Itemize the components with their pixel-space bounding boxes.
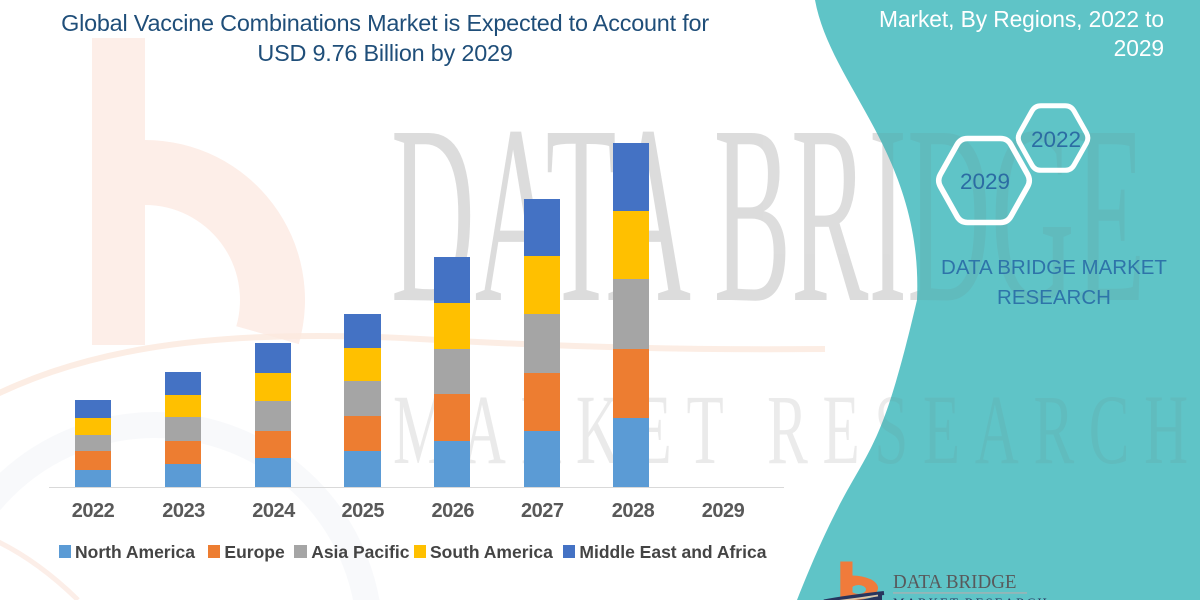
svg-text:MARKET RESEARCH: MARKET RESEARCH xyxy=(393,374,1200,485)
svg-text:DATA BRIDGE: DATA BRIDGE xyxy=(893,572,1017,594)
svg-text:DATA BRIDGE: DATA BRIDGE xyxy=(391,72,1145,355)
svg-text:DATA BRIDGE: DATA BRIDGE xyxy=(391,72,1145,355)
svg-text:MARKET RESEARCH: MARKET RESEARCH xyxy=(893,595,1049,600)
